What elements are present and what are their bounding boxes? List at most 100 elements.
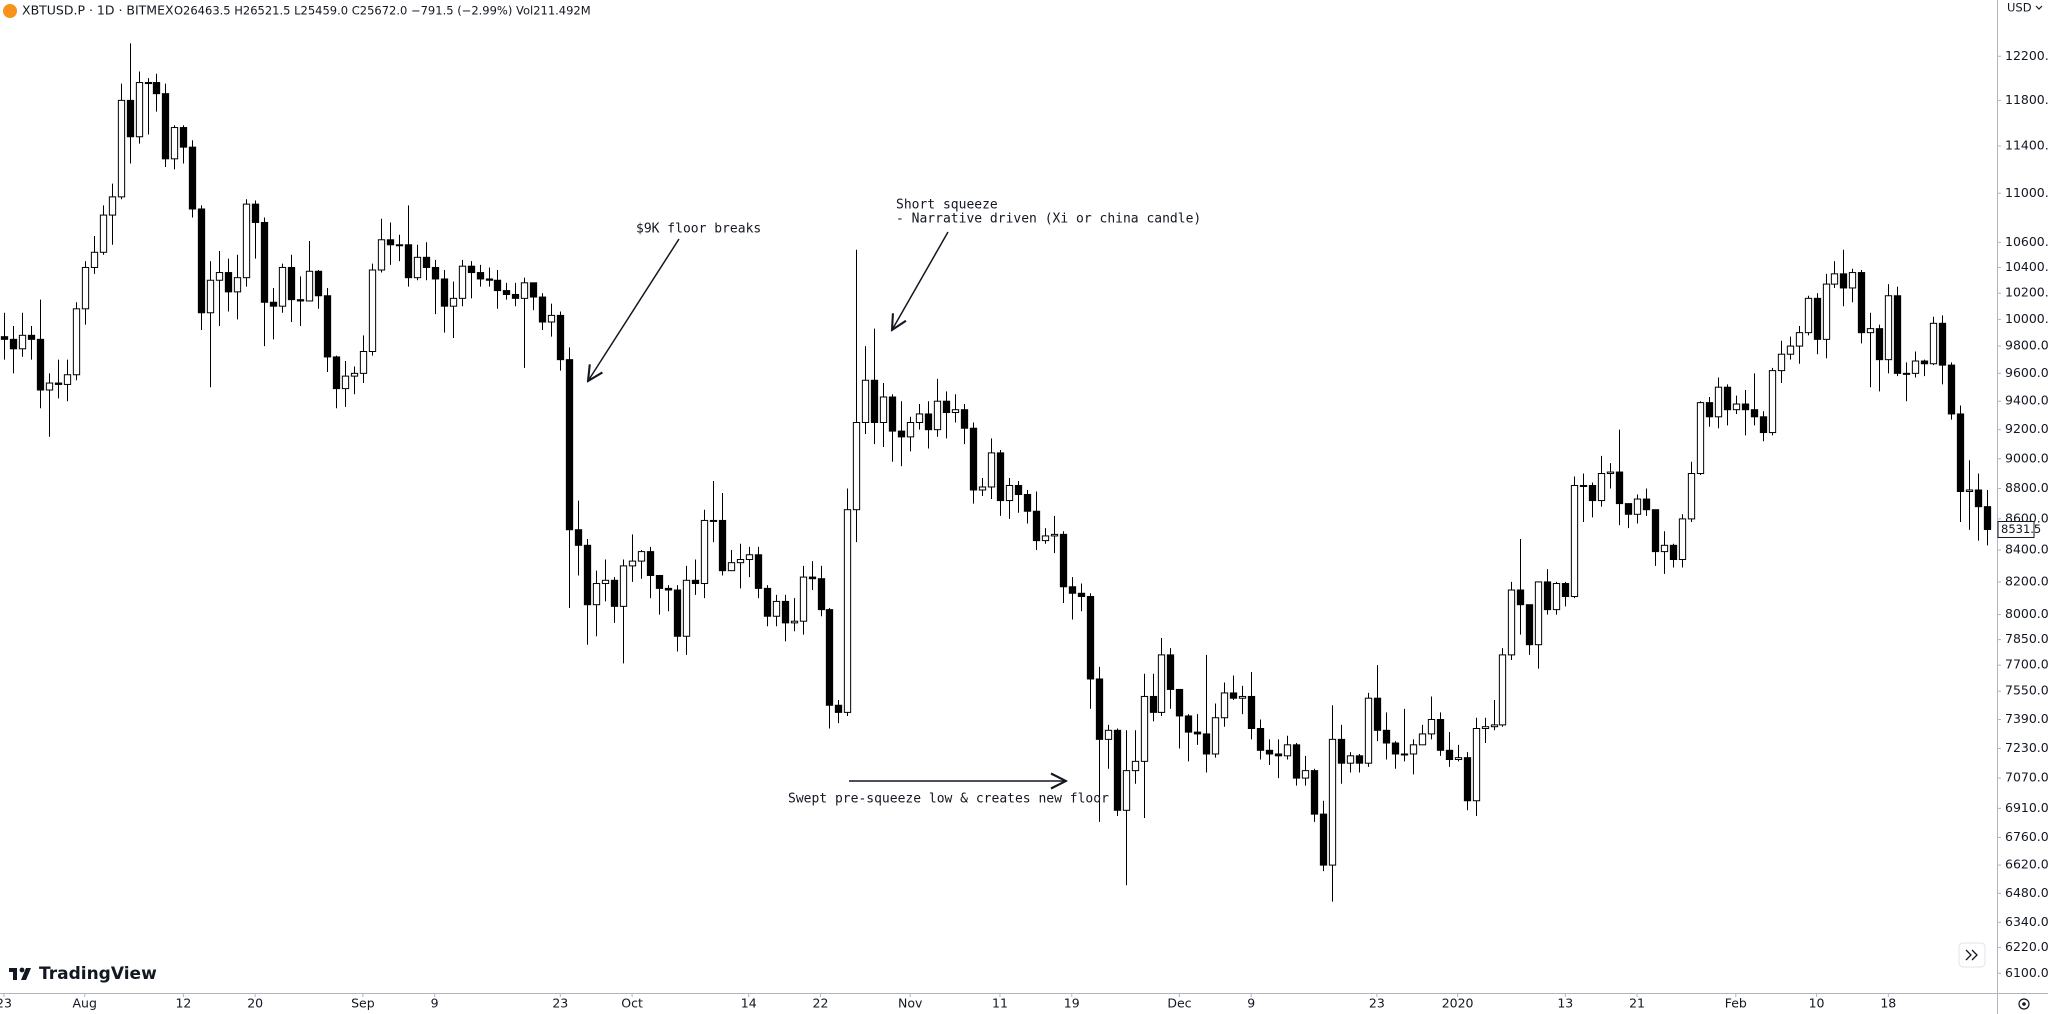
candle-body [852, 422, 861, 511]
candle-body [45, 382, 54, 391]
candle-body [152, 82, 161, 95]
x-tick-label: Oct [621, 996, 643, 1011]
candle-body [969, 427, 978, 491]
candle-body [1786, 345, 1795, 355]
y-tick-label: 12200.0 [2005, 48, 2048, 63]
candle-body [799, 576, 808, 622]
candle-body [727, 562, 736, 572]
y-tick-label: 9600.0 [2005, 365, 2048, 380]
candle-body [117, 99, 126, 198]
x-tick-label: Dec [1167, 996, 1191, 1011]
candle-body [1454, 757, 1463, 761]
candle-body [1472, 728, 1481, 802]
candle-body [1014, 484, 1023, 496]
candle-body [1256, 728, 1265, 751]
price-axis: 6100.0 6220.0 6340.0 6480.0 6620.0 6760.0 6910… [1997, 48, 2048, 980]
currency-caret[interactable] [2035, 5, 2043, 10]
candle-body [592, 583, 601, 606]
candle-body [413, 256, 422, 279]
candle-body [242, 203, 251, 279]
candle-body [1445, 749, 1454, 761]
settings-icon [2022, 1002, 2026, 1006]
candle-body [547, 314, 556, 323]
y-tick-label: 6760.0 [2005, 829, 2048, 844]
candle-body [1355, 755, 1364, 764]
candle-body [1427, 719, 1436, 735]
candle-body [386, 239, 395, 246]
candle-body [1310, 770, 1319, 815]
candle-body [1696, 402, 1705, 475]
candle-body [287, 266, 296, 301]
candle-body [305, 270, 314, 302]
candle-body [54, 382, 63, 385]
candle-body [610, 579, 619, 607]
x-tick-label: 21 [1629, 996, 1645, 1011]
candle-body [1741, 403, 1750, 411]
candle-body [1570, 484, 1579, 598]
y-tick-label: 7700.0 [2005, 657, 2048, 672]
candle-body [1382, 729, 1391, 744]
candle-body [126, 99, 135, 138]
candle-body [260, 221, 269, 303]
candle-body [1732, 403, 1741, 411]
scroll-to-realtime-button[interactable] [1958, 942, 1986, 968]
candle-body [467, 265, 476, 274]
candle-body [1229, 692, 1238, 699]
candle-body [1884, 295, 1893, 361]
candle-body [790, 620, 799, 624]
candle-body [1597, 473, 1606, 502]
candle-body [817, 578, 826, 611]
candle-body [942, 400, 951, 414]
candle-body [63, 374, 72, 385]
candle-body [1113, 729, 1122, 811]
candle-body [1651, 509, 1660, 553]
last-price-label: 8531.5 [2001, 522, 2041, 536]
x-tick-label: 2020 [1442, 996, 1474, 1011]
y-tick-label: 7390.0 [2005, 711, 2048, 726]
logo-shape [21, 968, 31, 980]
candle-body [1938, 322, 1947, 366]
logo-shape [13, 968, 17, 980]
symbol-title[interactable]: XBTUSD.P · 1D · BITMEX [22, 3, 174, 18]
candle-body [1543, 581, 1552, 611]
y-tick-label: 8000.0 [2005, 606, 2048, 621]
candle-body [1777, 353, 1786, 372]
candle-body [1140, 695, 1149, 762]
x-tick-label: 23 [552, 996, 568, 1011]
currency-selector[interactable]: USD [2007, 1, 2032, 15]
candle-body [1463, 757, 1472, 802]
last-price-tag [1997, 520, 2035, 538]
candle-body [1131, 760, 1140, 772]
candle-body [449, 297, 458, 307]
candle-body [1283, 744, 1292, 757]
candle-body [1005, 484, 1014, 502]
candle-body [1705, 402, 1714, 418]
candle-body [628, 560, 637, 567]
candle-body [1211, 717, 1220, 755]
candle-body [1911, 360, 1920, 374]
y-tick-label: 7070.0 [2005, 770, 2048, 785]
candle-body [1023, 494, 1032, 512]
candle-body [1086, 596, 1095, 680]
candle-body [682, 579, 691, 637]
x-tick-label: 14 [741, 996, 757, 1011]
candle-body [1166, 654, 1175, 690]
candle-body [718, 519, 727, 572]
brand-logo[interactable]: TradingView [9, 964, 157, 984]
annotation-arrow [892, 231, 949, 330]
candle-body [440, 278, 449, 307]
candle-body [1633, 498, 1642, 515]
candle-body [1247, 695, 1256, 730]
ohlc-legend: O26463.5 H26521.5 L25459.0 C25672.0 −791… [174, 4, 591, 18]
candle-body [179, 127, 188, 148]
candle-body [251, 203, 260, 223]
candle-body [422, 256, 431, 268]
candle-body [197, 208, 206, 314]
y-tick-label: 9800.0 [2005, 338, 2048, 353]
candle-body [1525, 604, 1534, 646]
settings-button[interactable] [2018, 998, 2030, 1010]
candle-body [1920, 360, 1929, 365]
candle-body [1507, 589, 1516, 656]
candle-body [1983, 506, 1992, 530]
candle-body [1768, 370, 1777, 434]
